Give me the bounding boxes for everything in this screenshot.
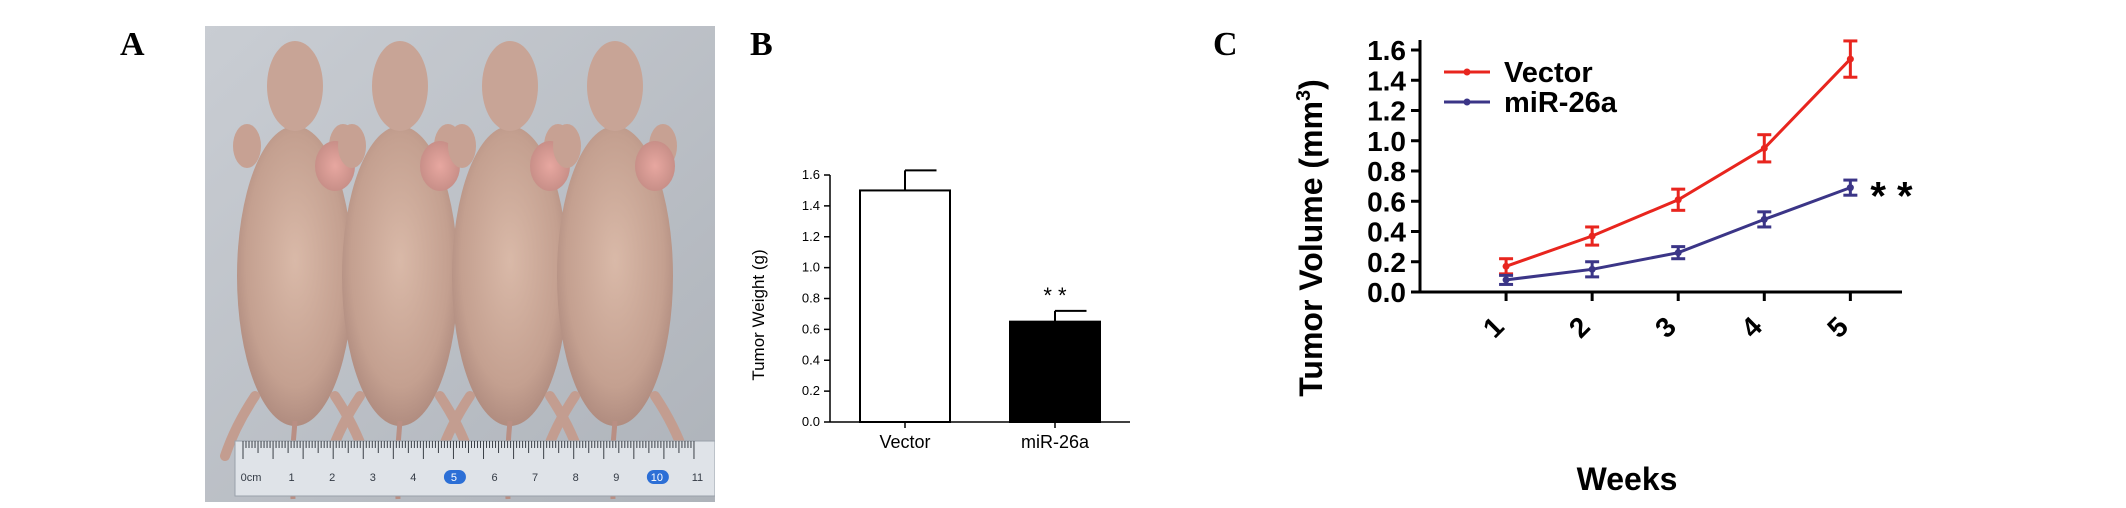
ruler-label: 6 xyxy=(491,472,497,484)
weight-y-tick-label: 1.2 xyxy=(802,229,820,244)
volume-axes: 0.00.20.40.60.81.01.21.41.6 1 2 3 4 5 xyxy=(1367,35,1902,344)
mice-group xyxy=(220,41,690,500)
tumor xyxy=(635,141,675,191)
weight-x-tick-label: Vector xyxy=(879,432,930,450)
volume-significance-label: * * xyxy=(1870,175,1913,219)
weight-y-tick-label: 0.6 xyxy=(802,321,820,336)
ruler-label: 1 xyxy=(289,472,295,484)
volume-y-tick-label: 0.0 xyxy=(1367,277,1406,308)
volume-data-point xyxy=(1502,262,1510,270)
ruler-label: 2 xyxy=(329,472,335,484)
ruler-label: 9 xyxy=(613,472,619,484)
ruler-label: 8 xyxy=(573,472,579,484)
panel-label-c: C xyxy=(1213,26,1238,63)
tumor-weight-chart: 0.0 0.2 0.4 0.6 0.8 1.0 1.2 1.4 1.6 Vector miR-26a… xyxy=(749,167,1130,450)
volume-data-point xyxy=(1588,265,1596,273)
weight-y-axis-label: Tumor Weight (g) xyxy=(749,249,768,380)
volume-y-axis-label-main: Tumor Volume (mm xyxy=(1293,101,1329,397)
volume-x-tick-label: 3 xyxy=(1649,311,1682,344)
mouse-4 xyxy=(540,41,690,500)
volume-series: * * xyxy=(1499,39,1913,286)
ruler-label: 11 xyxy=(692,472,703,484)
ruler-marker xyxy=(646,470,669,484)
volume-x-tick-label: 2 xyxy=(1563,311,1596,344)
ruler-label: 10 xyxy=(651,472,663,484)
volume-data-point xyxy=(1760,144,1768,152)
weight-y-tick-label: 1.6 xyxy=(802,167,820,182)
volume-y-tick-label: 0.2 xyxy=(1367,247,1406,278)
mouse-front-paw xyxy=(553,124,581,168)
volume-y-axis-label-close: ) xyxy=(1293,79,1329,90)
mouse-body xyxy=(452,126,568,426)
mouse-front-paw xyxy=(338,124,366,168)
mouse-body xyxy=(237,126,353,426)
weight-y-tick-label: 0.0 xyxy=(802,414,820,429)
mouse-head xyxy=(587,41,643,131)
ruler-label: 4 xyxy=(410,472,416,484)
mouse-body xyxy=(557,126,673,426)
volume-y-tick-label: 1.0 xyxy=(1367,126,1406,157)
weight-bar xyxy=(859,189,951,423)
ruler: 0cm 1 2 3 4 5 6 7 8 9 10 11 xyxy=(234,440,715,497)
volume-y-tick-label: 0.4 xyxy=(1367,217,1406,248)
volume-y-tick-label: 0.8 xyxy=(1367,156,1406,187)
ruler-label: 7 xyxy=(532,472,538,484)
volume-y-tick-label: 0.6 xyxy=(1367,186,1406,217)
legend-marker xyxy=(1463,68,1471,76)
volume-y-tick-label: 1.4 xyxy=(1367,65,1406,96)
weight-y-tick-label: 0.4 xyxy=(802,352,820,367)
volume-data-point xyxy=(1588,232,1596,240)
panel-label-a: A xyxy=(120,26,145,63)
volume-y-tick-label: 1.2 xyxy=(1367,96,1406,127)
mouse-3 xyxy=(435,41,585,500)
weight-x-tick-label: miR-26a xyxy=(1021,432,1090,450)
ruler-body xyxy=(234,440,715,497)
volume-y-axis-label-superscript: 3 xyxy=(1293,90,1315,101)
mice-photo: 0cm 1 2 3 4 5 6 7 8 9 10 11 xyxy=(205,26,715,502)
panel-label-b: B xyxy=(750,26,773,63)
weight-y-tick-label: 0.2 xyxy=(802,383,820,398)
mouse-front-paw xyxy=(233,124,261,168)
legend-marker xyxy=(1463,98,1471,106)
volume-data-point xyxy=(1846,184,1854,192)
ruler-marker xyxy=(443,470,466,484)
weight-y-tick-label: 1.4 xyxy=(802,198,820,213)
mouse-body xyxy=(342,126,458,426)
ruler-labels: 0cm 1 2 3 4 5 6 7 8 9 10 11 xyxy=(241,470,703,484)
mouse-head xyxy=(267,41,323,131)
weight-bar xyxy=(1009,320,1101,423)
mouse-front-paw xyxy=(448,124,476,168)
ruler-label: 3 xyxy=(370,472,376,484)
weight-y-tick-label: 1.0 xyxy=(802,260,820,275)
volume-x-tick-label: 1 xyxy=(1477,311,1510,344)
weight-axes: 0.0 0.2 0.4 0.6 0.8 1.0 1.2 1.4 1.6 Vector miR-26a xyxy=(802,167,1130,450)
volume-y-axis-label: Tumor Volume (mm3) xyxy=(1293,79,1329,397)
volume-data-point xyxy=(1846,55,1854,63)
ruler-ticks xyxy=(242,441,695,459)
volume-data-point xyxy=(1760,215,1768,223)
mouse-head xyxy=(372,41,428,131)
weight-y-tick-label: 0.8 xyxy=(802,291,820,306)
legend-label: Vector xyxy=(1504,57,1593,89)
volume-data-point xyxy=(1674,249,1682,257)
weight-bars: * * xyxy=(859,169,1101,423)
ruler-label: 0cm xyxy=(241,472,262,484)
volume-x-tick-label: 4 xyxy=(1735,311,1768,344)
volume-data-point xyxy=(1502,276,1510,284)
ruler-label: 5 xyxy=(451,472,457,484)
legend-label: miR-26a xyxy=(1504,87,1618,119)
weight-significance-label: * * xyxy=(1043,283,1067,308)
volume-x-axis-label: Weeks xyxy=(1577,461,1678,497)
tumor-volume-chart: 0.00.20.40.60.81.01.21.41.6 1 2 3 4 5 * * Vec… xyxy=(1293,35,1913,497)
volume-y-tick-label: 1.6 xyxy=(1367,35,1406,66)
volume-data-point xyxy=(1674,196,1682,204)
volume-x-tick-label: 5 xyxy=(1821,311,1854,344)
mouse-head xyxy=(482,41,538,131)
